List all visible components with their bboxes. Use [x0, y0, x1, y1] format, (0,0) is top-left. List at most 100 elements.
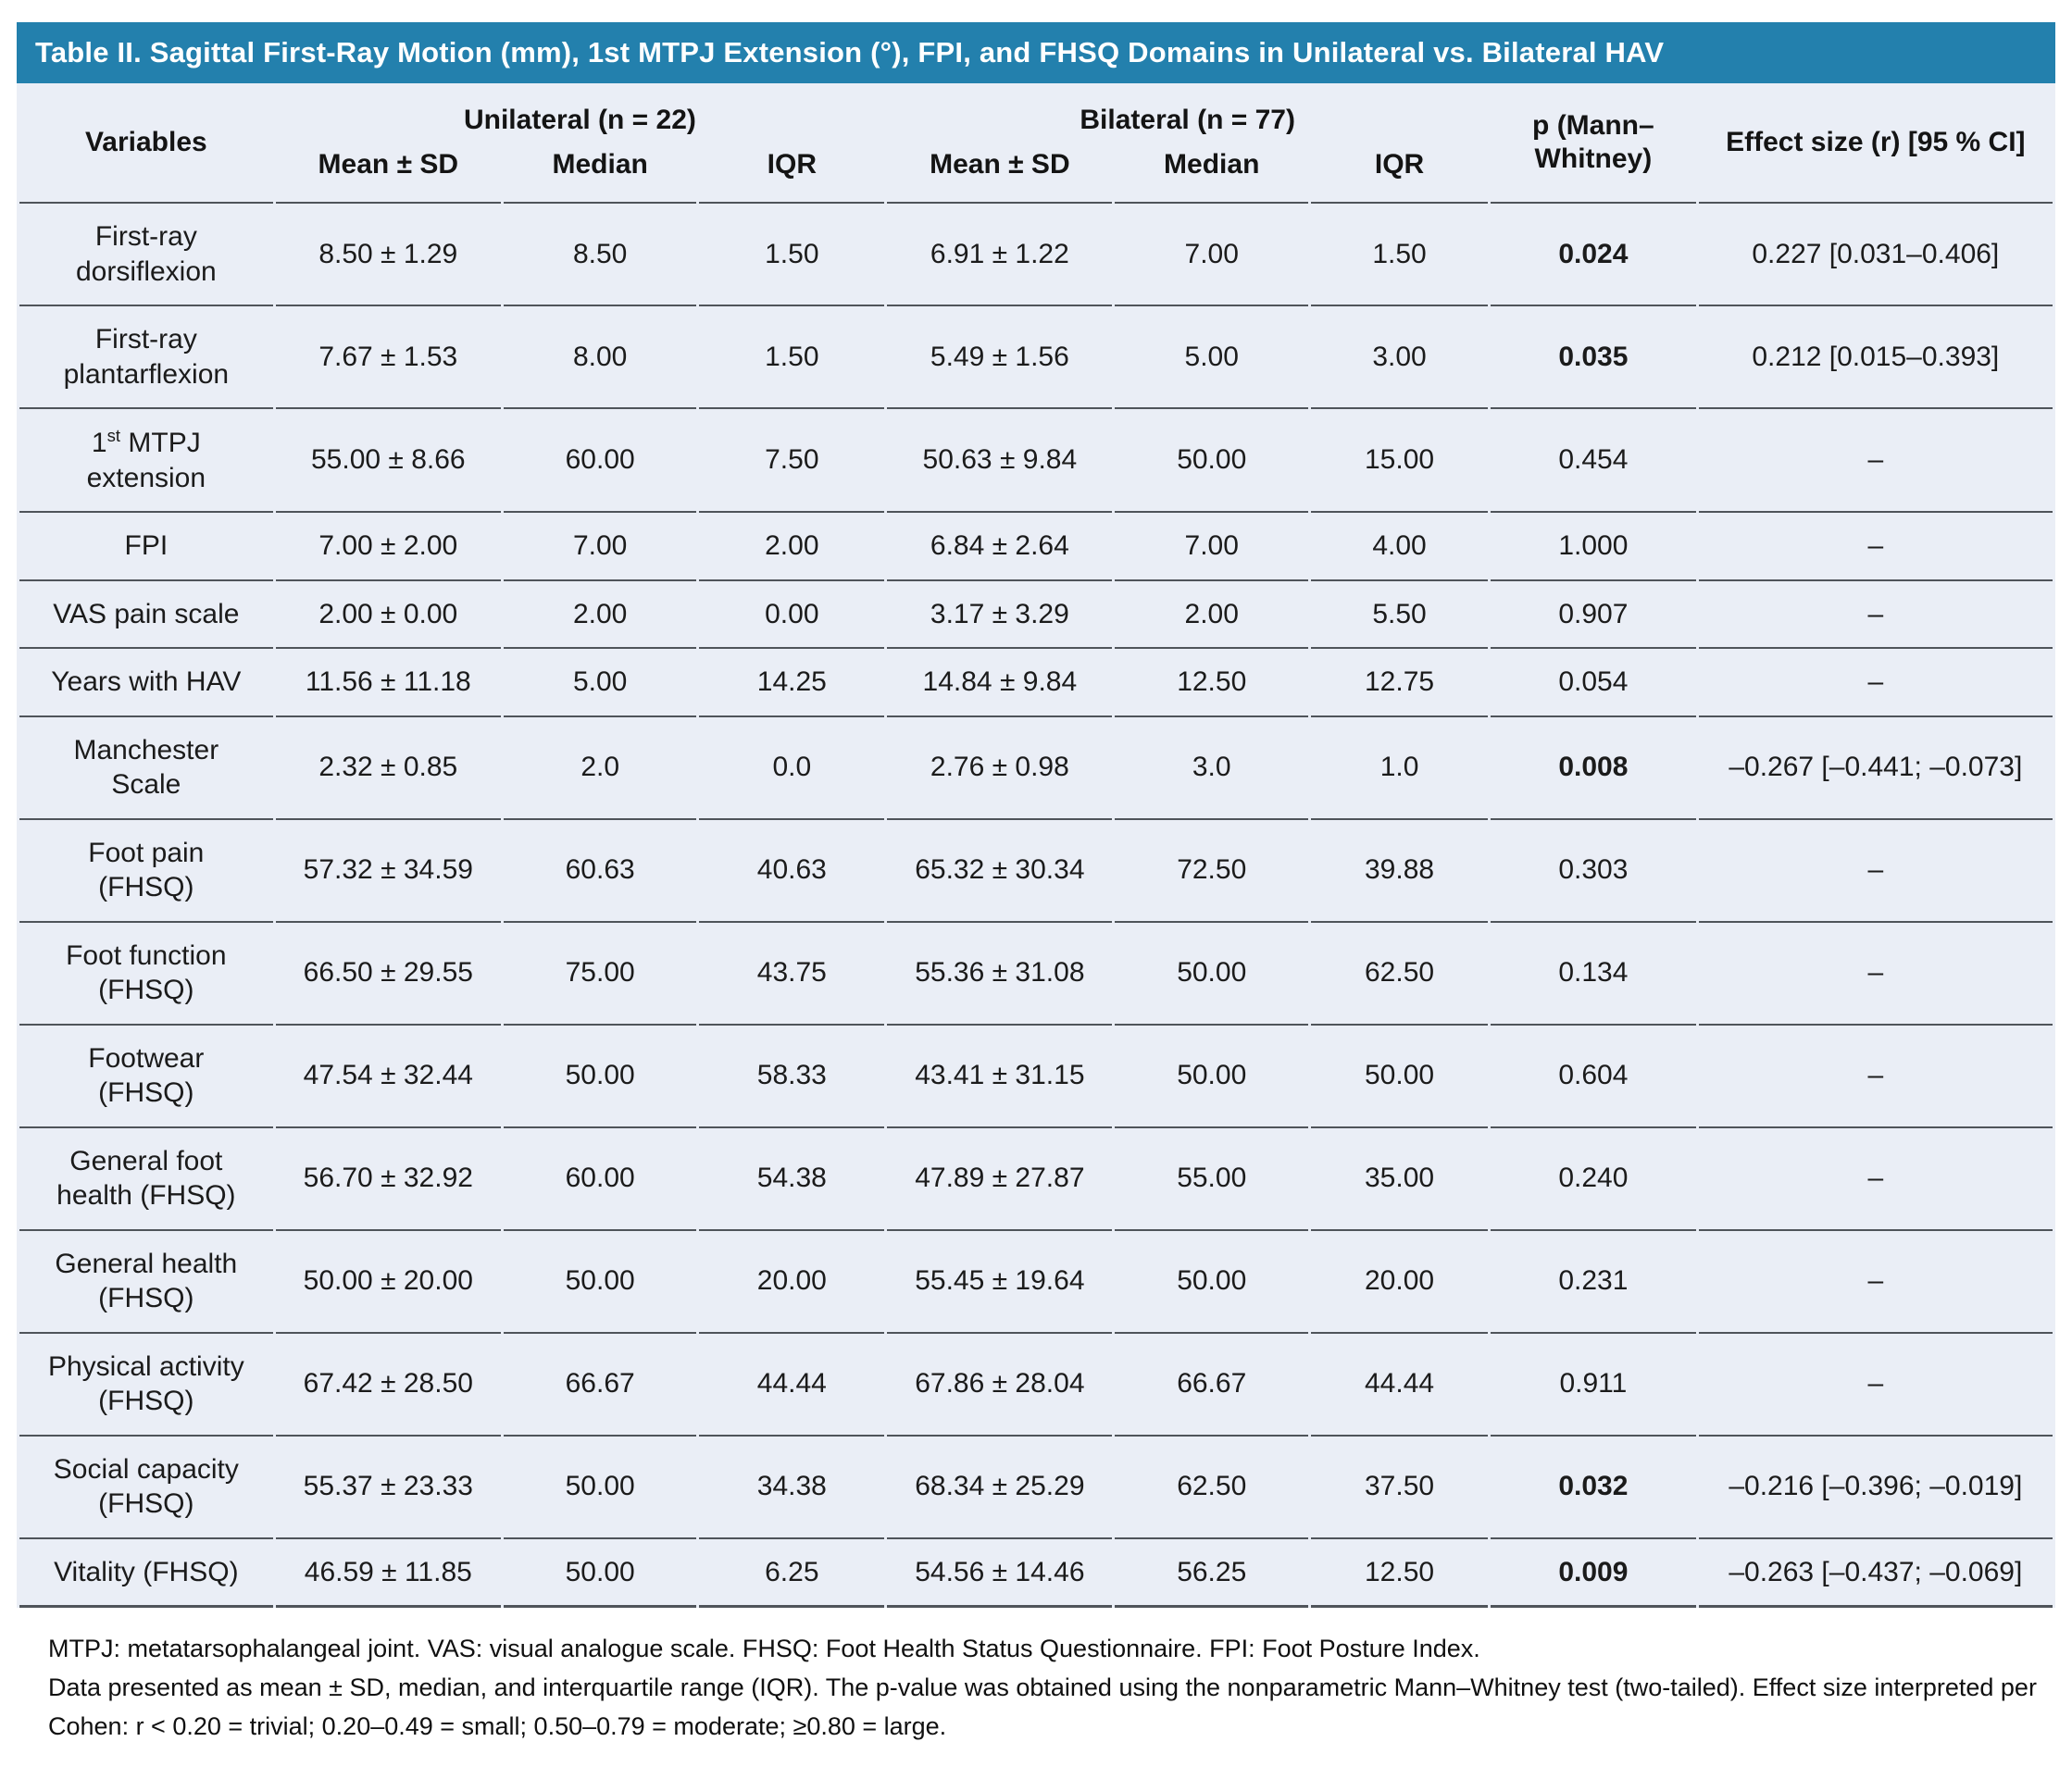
value-cell: 6.84 ± 2.64	[887, 513, 1113, 581]
value-cell: 3.00	[1310, 306, 1489, 409]
value-cell: 39.88	[1310, 820, 1489, 923]
value-cell: 2.32 ± 0.85	[275, 717, 501, 820]
value-cell: 35.00	[1310, 1128, 1489, 1231]
table-row: Vitality (FHSQ) 46.59 ± 11.85 50.00 6.25 54.…	[19, 1539, 2053, 1608]
table-row: Physical activity (FHSQ) 67.42 ± 28.50 66.…	[19, 1334, 2053, 1437]
value-cell: 55.00 ± 8.66	[275, 409, 501, 513]
value-cell: 7.50	[699, 409, 885, 513]
value-cell: 67.42 ± 28.50	[275, 1334, 501, 1437]
value-cell: 8.00	[503, 306, 697, 409]
value-cell: 58.33	[699, 1026, 885, 1128]
table-row: First-ray plantarflexion 7.67 ± 1.53 8.00 1…	[19, 306, 2053, 409]
value-cell: 47.54 ± 32.44	[275, 1026, 501, 1128]
value-cell: 20.00	[1310, 1231, 1489, 1334]
value-cell: 2.00	[503, 581, 697, 649]
variable-label: First-ray dorsiflexion	[19, 204, 273, 306]
effect-size-cell: –0.267 [–0.441; –0.073]	[1698, 717, 2053, 820]
p-value-cell: 0.134	[1491, 923, 1696, 1026]
header-effect-size: Effect size (r) [95 % CI]	[1698, 83, 2053, 204]
variable-label: Social capacity (FHSQ)	[19, 1437, 273, 1539]
value-cell: 66.67	[1115, 1334, 1308, 1437]
variable-label: FPI	[19, 513, 273, 581]
table-row: FPI 7.00 ± 2.00 7.00 2.00 6.84 ± 2.64 7.00 4.0…	[19, 513, 2053, 581]
header-uni-mean-sd: Mean ± SD	[275, 143, 501, 204]
header-bil-mean-sd: Mean ± SD	[887, 143, 1113, 204]
header-variables: Variables	[19, 83, 273, 204]
value-cell: 50.63 ± 9.84	[887, 409, 1113, 513]
effect-size-cell: –	[1698, 409, 2053, 513]
value-cell: 50.00	[503, 1437, 697, 1539]
value-cell: 11.56 ± 11.18	[275, 649, 501, 717]
value-cell: 2.76 ± 0.98	[887, 717, 1113, 820]
effect-size-cell: –0.263 [–0.437; –0.069]	[1698, 1539, 2053, 1608]
p-value-cell: 0.911	[1491, 1334, 1696, 1437]
value-cell: 60.63	[503, 820, 697, 923]
table-row: Social capacity (FHSQ) 55.37 ± 23.33 50.00…	[19, 1437, 2053, 1539]
value-cell: 5.00	[1115, 306, 1308, 409]
value-cell: 55.36 ± 31.08	[887, 923, 1113, 1026]
effect-size-cell: 0.227 [0.031–0.406]	[1698, 204, 2053, 306]
header-bil-median: Median	[1115, 143, 1308, 204]
footnote-abbreviations: MTPJ: metatarsophalangeal joint. VAS: vi…	[48, 1635, 1480, 1662]
value-cell: 6.91 ± 1.22	[887, 204, 1113, 306]
table-row: Foot pain (FHSQ) 57.32 ± 34.59 60.63 40.63 6…	[19, 820, 2053, 923]
value-cell: 55.00	[1115, 1128, 1308, 1231]
value-cell: 54.56 ± 14.46	[887, 1539, 1113, 1608]
value-cell: 12.50	[1310, 1539, 1489, 1608]
effect-size-cell: –	[1698, 820, 2053, 923]
variable-label: General health (FHSQ)	[19, 1231, 273, 1334]
value-cell: 50.00 ± 20.00	[275, 1231, 501, 1334]
value-cell: 55.45 ± 19.64	[887, 1231, 1113, 1334]
p-value-cell: 0.604	[1491, 1026, 1696, 1128]
effect-size-cell: –	[1698, 1128, 2053, 1231]
value-cell: 50.00	[503, 1539, 697, 1608]
value-cell: 2.00	[699, 513, 885, 581]
effect-size-cell: –	[1698, 1334, 2053, 1437]
table-row: Manchester Scale 2.32 ± 0.85 2.0 0.0 2.76 ± …	[19, 717, 2053, 820]
value-cell: 1.0	[1310, 717, 1489, 820]
variable-label: First-ray plantarflexion	[19, 306, 273, 409]
value-cell: 37.50	[1310, 1437, 1489, 1539]
p-value-cell: 0.231	[1491, 1231, 1696, 1334]
value-cell: 72.50	[1115, 820, 1308, 923]
table-row: General health (FHSQ) 50.00 ± 20.00 50.00 2…	[19, 1231, 2053, 1334]
value-cell: 62.50	[1310, 923, 1489, 1026]
value-cell: 0.00	[699, 581, 885, 649]
p-value-cell: 0.035	[1491, 306, 1696, 409]
value-cell: 0.0	[699, 717, 885, 820]
value-cell: 56.70 ± 32.92	[275, 1128, 501, 1231]
value-cell: 2.0	[503, 717, 697, 820]
value-cell: 55.37 ± 23.33	[275, 1437, 501, 1539]
value-cell: 3.17 ± 3.29	[887, 581, 1113, 649]
variable-label: Foot pain (FHSQ)	[19, 820, 273, 923]
value-cell: 43.75	[699, 923, 885, 1026]
value-cell: 67.86 ± 28.04	[887, 1334, 1113, 1437]
value-cell: 12.75	[1310, 649, 1489, 717]
p-value-cell: 0.032	[1491, 1437, 1696, 1539]
value-cell: 14.84 ± 9.84	[887, 649, 1113, 717]
value-cell: 7.00	[1115, 204, 1308, 306]
variable-label: Manchester Scale	[19, 717, 273, 820]
header-group-bilateral: Bilateral (n = 77)	[1080, 105, 1295, 135]
value-cell: 47.89 ± 27.87	[887, 1128, 1113, 1231]
value-cell: 5.50	[1310, 581, 1489, 649]
table-row: Years with HAV 11.56 ± 11.18 5.00 14.25 14.8…	[19, 649, 2053, 717]
value-cell: 66.50 ± 29.55	[275, 923, 501, 1026]
p-value-cell: 0.303	[1491, 820, 1696, 923]
value-cell: 40.63	[699, 820, 885, 923]
value-cell: 57.32 ± 34.59	[275, 820, 501, 923]
header-bil-iqr: IQR	[1310, 143, 1489, 204]
effect-size-cell: –	[1698, 1026, 2053, 1128]
value-cell: 60.00	[503, 409, 697, 513]
value-cell: 6.25	[699, 1539, 885, 1608]
value-cell: 34.38	[699, 1437, 885, 1539]
value-cell: 20.00	[699, 1231, 885, 1334]
value-cell: 62.50	[1115, 1437, 1308, 1539]
value-cell: 3.0	[1115, 717, 1308, 820]
header-uni-median: Median	[503, 143, 697, 204]
variable-label: Years with HAV	[19, 649, 273, 717]
value-cell: 50.00	[1115, 1231, 1308, 1334]
stats-table: Variables Unilateral (n = 22) Bilateral …	[17, 83, 2055, 1608]
effect-size-cell: 0.212 [0.015–0.393]	[1698, 306, 2053, 409]
